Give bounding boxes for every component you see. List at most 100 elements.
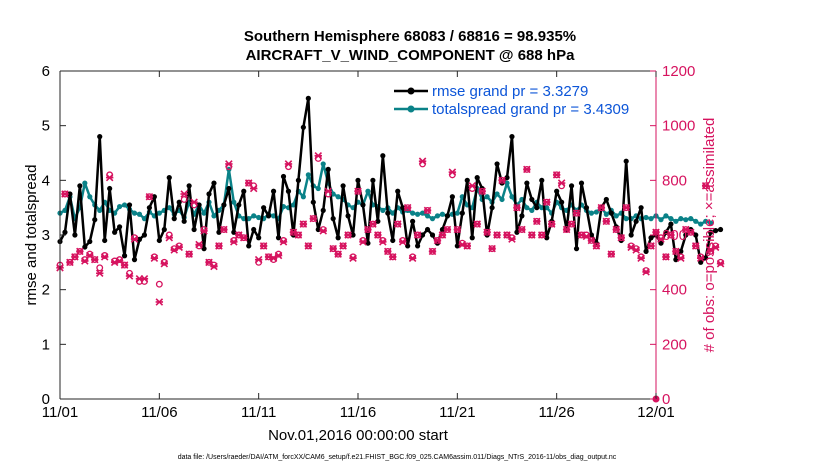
rmse-point [633, 218, 639, 224]
obs-assimilated-marker [691, 242, 700, 250]
obs-assimilated-marker [647, 242, 655, 250]
rmse-point [67, 191, 73, 197]
obs-assimilated-marker [423, 206, 432, 215]
rmse-point [201, 246, 207, 252]
rmse-point [72, 232, 78, 238]
rmse-point [241, 188, 247, 194]
totalspread-point [484, 194, 490, 200]
rmse-point [107, 185, 113, 192]
rmse-point [474, 175, 480, 181]
rmse-point [186, 183, 192, 189]
rmse-point [330, 216, 336, 222]
obs-assimilated-marker [175, 243, 183, 252]
totalspread-point [211, 213, 217, 219]
rmse-point [504, 175, 510, 181]
totalspread-point [315, 185, 321, 192]
totalspread-point [121, 202, 128, 208]
obs-possible-marker [180, 196, 188, 203]
totalspread-point [663, 213, 669, 219]
obs-possible-marker [81, 256, 89, 264]
rmse-point [385, 210, 391, 216]
obs-assimilated-marker [140, 274, 149, 283]
rmse-point [236, 202, 242, 208]
rmse-point [266, 213, 272, 219]
rmse-point [151, 194, 157, 200]
y-right-tick-label: 800 [662, 172, 687, 189]
rmse-point [375, 218, 381, 224]
totalspread-point [623, 216, 629, 222]
rmse-point [509, 134, 515, 140]
totalspread-point [673, 218, 679, 224]
y-right-tick-label: 0 [662, 391, 670, 408]
rmse-point [623, 158, 629, 164]
plot-area [60, 71, 656, 399]
obs-assimilated-marker [359, 238, 367, 246]
obs-assimilated-marker [687, 228, 695, 237]
x-tick-label: 11/21 [439, 404, 475, 421]
totalspread-point [300, 194, 306, 200]
totalspread-point [643, 214, 649, 221]
totalspread-point [365, 188, 371, 194]
rmse-point [310, 199, 316, 205]
rmse-point [628, 232, 634, 238]
y-left-tick-label: 1 [42, 336, 50, 353]
x-tick-label: 12/01 [637, 404, 675, 421]
rmse-point [176, 199, 182, 205]
rmse-point [469, 235, 475, 241]
rmse-point [573, 246, 580, 252]
rmse-point [62, 229, 68, 235]
rmse-point [256, 235, 262, 241]
obs-possible-marker [409, 253, 417, 261]
rmse-point [102, 237, 108, 244]
y-left-tick-label: 0 [42, 391, 50, 408]
totalspread-point [419, 210, 426, 216]
rmse-point [678, 248, 684, 254]
rmse-point [534, 205, 540, 211]
obs-assimilated-marker [215, 242, 223, 250]
rmse-point [663, 229, 669, 235]
totalspread-point [82, 180, 88, 186]
rmse-point [449, 194, 455, 200]
obs-assimilated-marker [398, 238, 407, 246]
y-right-tick-label: 200 [662, 336, 687, 353]
rmse-point [390, 237, 396, 244]
rmse-point [668, 221, 674, 227]
obs-assimilated-marker [513, 203, 521, 212]
rmse-point [489, 205, 495, 211]
axis-ticks: 11/01 11/06 11/11 11/16 11/21 11/26 12/0101234… [42, 63, 696, 421]
obs-possible-marker [131, 234, 138, 242]
obs-assimilated-marker [711, 243, 720, 252]
rmse-point [285, 188, 292, 194]
rmse-point [539, 177, 545, 183]
totalspread-point [698, 221, 704, 227]
obs-assimilated-marker [100, 253, 109, 261]
obs-assimilated-marker [572, 209, 581, 217]
totalspread-point [588, 210, 595, 216]
obs-assimilated-marker [547, 220, 556, 228]
totalspread-point [231, 199, 237, 205]
totalspread-point [251, 213, 257, 219]
rmse-point [608, 210, 614, 216]
obs-assimilated-marker [418, 157, 427, 165]
obs-assimilated-marker [210, 262, 218, 271]
rmse-point [643, 248, 649, 254]
obs-possible-marker [637, 253, 645, 261]
rmse-point [544, 235, 550, 241]
totalspread-point [305, 172, 311, 178]
rmse-point [295, 177, 301, 183]
obs-assimilated-marker [493, 231, 501, 239]
obs-assimilated-marker [319, 227, 327, 235]
obs-possible-marker [717, 258, 725, 266]
rmse-point [221, 202, 227, 208]
obs-assimilated-marker [468, 182, 476, 190]
obs-assimilated-marker [483, 228, 491, 237]
left-axis-label: rmse and totalspread [23, 165, 40, 306]
totalspread-point [708, 220, 714, 226]
obs-assimilated-marker [443, 225, 452, 234]
rmse-point [136, 236, 143, 242]
totalspread-point [658, 217, 664, 223]
rmse-point [270, 188, 277, 194]
obs-assimilated-marker [672, 247, 680, 256]
totalspread-point [390, 210, 396, 216]
obs-possible-marker [399, 237, 407, 244]
